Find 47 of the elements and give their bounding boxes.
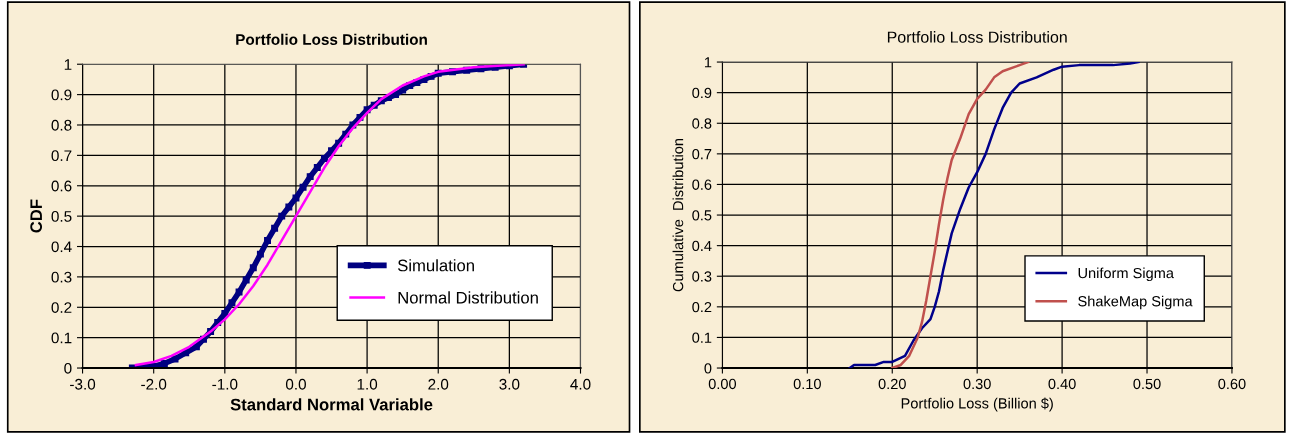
y-tick-label: 0	[64, 362, 72, 374]
x-tick-label: 2.0	[428, 378, 449, 390]
y-tick-label: 0.7	[692, 148, 712, 160]
y-tick-label: 1	[704, 57, 712, 68]
legend-label: Uniform Sigma	[1078, 267, 1174, 282]
y-tick-label: 0.3	[692, 271, 712, 282]
x-axis-title: Portfolio Loss (Billion $)	[901, 397, 1053, 412]
x-axis-title: Standard Normal Variable	[230, 398, 433, 411]
x-tick-label: 0.00	[708, 378, 737, 390]
y-tick-label: 0.9	[51, 89, 72, 101]
legend-label: ShakeMap Sigma	[1078, 295, 1193, 310]
y-tick-label: 0.5	[51, 211, 72, 222]
y-tick-label: 0.3	[51, 271, 72, 283]
y-tick-label: 0.1	[51, 332, 72, 344]
y-axis-title: CDF	[30, 199, 43, 233]
y-tick-label: 0.2	[692, 301, 712, 313]
y-tick-label: 0.9	[692, 87, 712, 99]
x-tick-label: 0.10	[793, 378, 821, 390]
y-tick-label: 0.6	[51, 180, 72, 192]
y-tick-label: 0.7	[51, 150, 72, 162]
x-tick-label: 0.0	[285, 378, 306, 390]
x-tick-label: 4.0	[570, 378, 591, 390]
x-tick-label: 0.30	[963, 378, 991, 390]
x-tick-label: -1.0	[212, 378, 238, 390]
y-tick-label: 1	[64, 59, 72, 70]
y-tick-label: 0.1	[692, 332, 712, 343]
y-tick-label: 0	[704, 363, 712, 374]
x-tick-label: 1.0	[357, 378, 378, 390]
x-tick-label: 3.0	[499, 378, 520, 390]
chart-title: Portfolio Loss Distribution	[887, 31, 1067, 43]
y-tick-label: 0.8	[51, 119, 72, 131]
legend-label: Normal Distribution	[398, 291, 538, 304]
x-tick-label: 0.50	[1133, 378, 1161, 390]
chart-title: Portfolio Loss Distribution	[236, 33, 427, 45]
y-axis-title: Cumulative Distribution	[672, 138, 684, 292]
x-tick-label: -3.0	[70, 378, 96, 390]
y-tick-label: 0.2	[51, 302, 72, 313]
y-tick-label: 0.6	[692, 179, 712, 190]
y-tick-label: 0.8	[692, 118, 712, 129]
x-tick-label: 0.60	[1218, 378, 1246, 390]
x-tick-label: 0.40	[1048, 378, 1076, 390]
x-tick-label: -2.0	[141, 378, 167, 390]
y-tick-label: 0.4	[692, 240, 712, 252]
legend-label: Simulation	[397, 259, 474, 272]
y-tick-label: 0.4	[51, 241, 72, 253]
y-tick-label: 0.5	[692, 210, 712, 221]
x-tick-label: 0.20	[878, 378, 906, 390]
